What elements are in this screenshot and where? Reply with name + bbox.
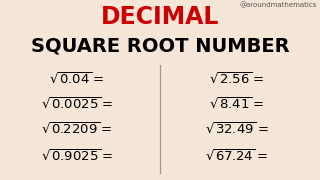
Text: $\sqrt{0.9025} =$: $\sqrt{0.9025} =$ (41, 149, 113, 164)
Text: $\sqrt{2.56} =$: $\sqrt{2.56} =$ (209, 72, 265, 87)
Text: @aroundmathematics: @aroundmathematics (239, 2, 317, 8)
Text: $\sqrt{0.2209} =$: $\sqrt{0.2209} =$ (41, 122, 113, 137)
Text: DECIMAL: DECIMAL (101, 5, 219, 29)
Text: $\sqrt{0.0025} =$: $\sqrt{0.0025} =$ (41, 97, 113, 112)
Text: $\sqrt{32.49} =$: $\sqrt{32.49} =$ (205, 122, 269, 137)
Text: SQUARE ROOT NUMBER: SQUARE ROOT NUMBER (31, 36, 289, 55)
Text: $\sqrt{8.41} =$: $\sqrt{8.41} =$ (209, 97, 265, 112)
Text: $\sqrt{0.04} =$: $\sqrt{0.04} =$ (49, 72, 105, 87)
Text: $\sqrt{67.24} =$: $\sqrt{67.24} =$ (205, 149, 268, 164)
